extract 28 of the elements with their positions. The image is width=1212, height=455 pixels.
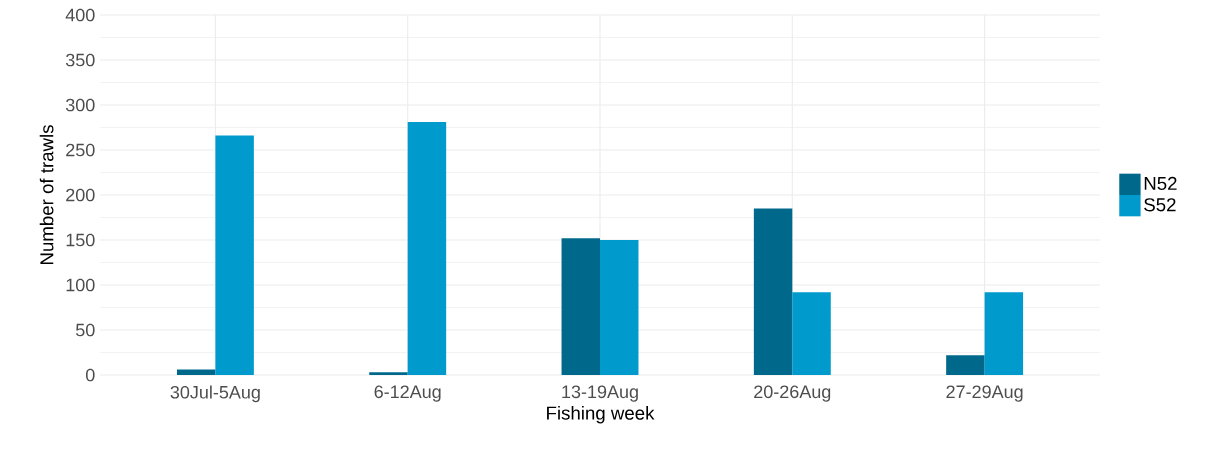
bar	[215, 135, 254, 375]
x-tick-label: 30Jul-5Aug	[170, 385, 260, 403]
x-tick-label: 13-19Aug	[562, 385, 638, 402]
x-tick-label: 6-12Aug	[374, 385, 441, 402]
bar	[176, 369, 216, 375]
y-tick-label: 50	[75, 323, 95, 337]
bar	[407, 122, 447, 375]
bar	[792, 292, 831, 375]
x-tick-label: 20-26Aug	[754, 385, 831, 402]
y-tick-label: 100	[66, 278, 95, 292]
bar	[753, 208, 793, 375]
bar	[946, 355, 985, 375]
bar	[984, 292, 1024, 375]
x-tick-label: 27-29Aug	[946, 385, 1023, 402]
y-tick-label: 300	[65, 98, 95, 112]
x-axis-title: Fishing week	[547, 406, 655, 424]
y-tick-label: 350	[65, 53, 95, 67]
y-axis-title: Number of trawls	[39, 125, 54, 265]
y-tick-label: 200	[66, 188, 95, 202]
legend-label: N52	[1144, 176, 1177, 191]
bar	[561, 238, 601, 375]
y-tick-label: 150	[66, 233, 95, 247]
bar	[600, 240, 639, 375]
bar	[369, 372, 408, 375]
y-tick-label: 0	[86, 368, 95, 382]
y-tick-label: 250	[66, 143, 95, 157]
y-tick-label: 400	[65, 8, 95, 22]
legend-label: S52	[1144, 198, 1176, 212]
